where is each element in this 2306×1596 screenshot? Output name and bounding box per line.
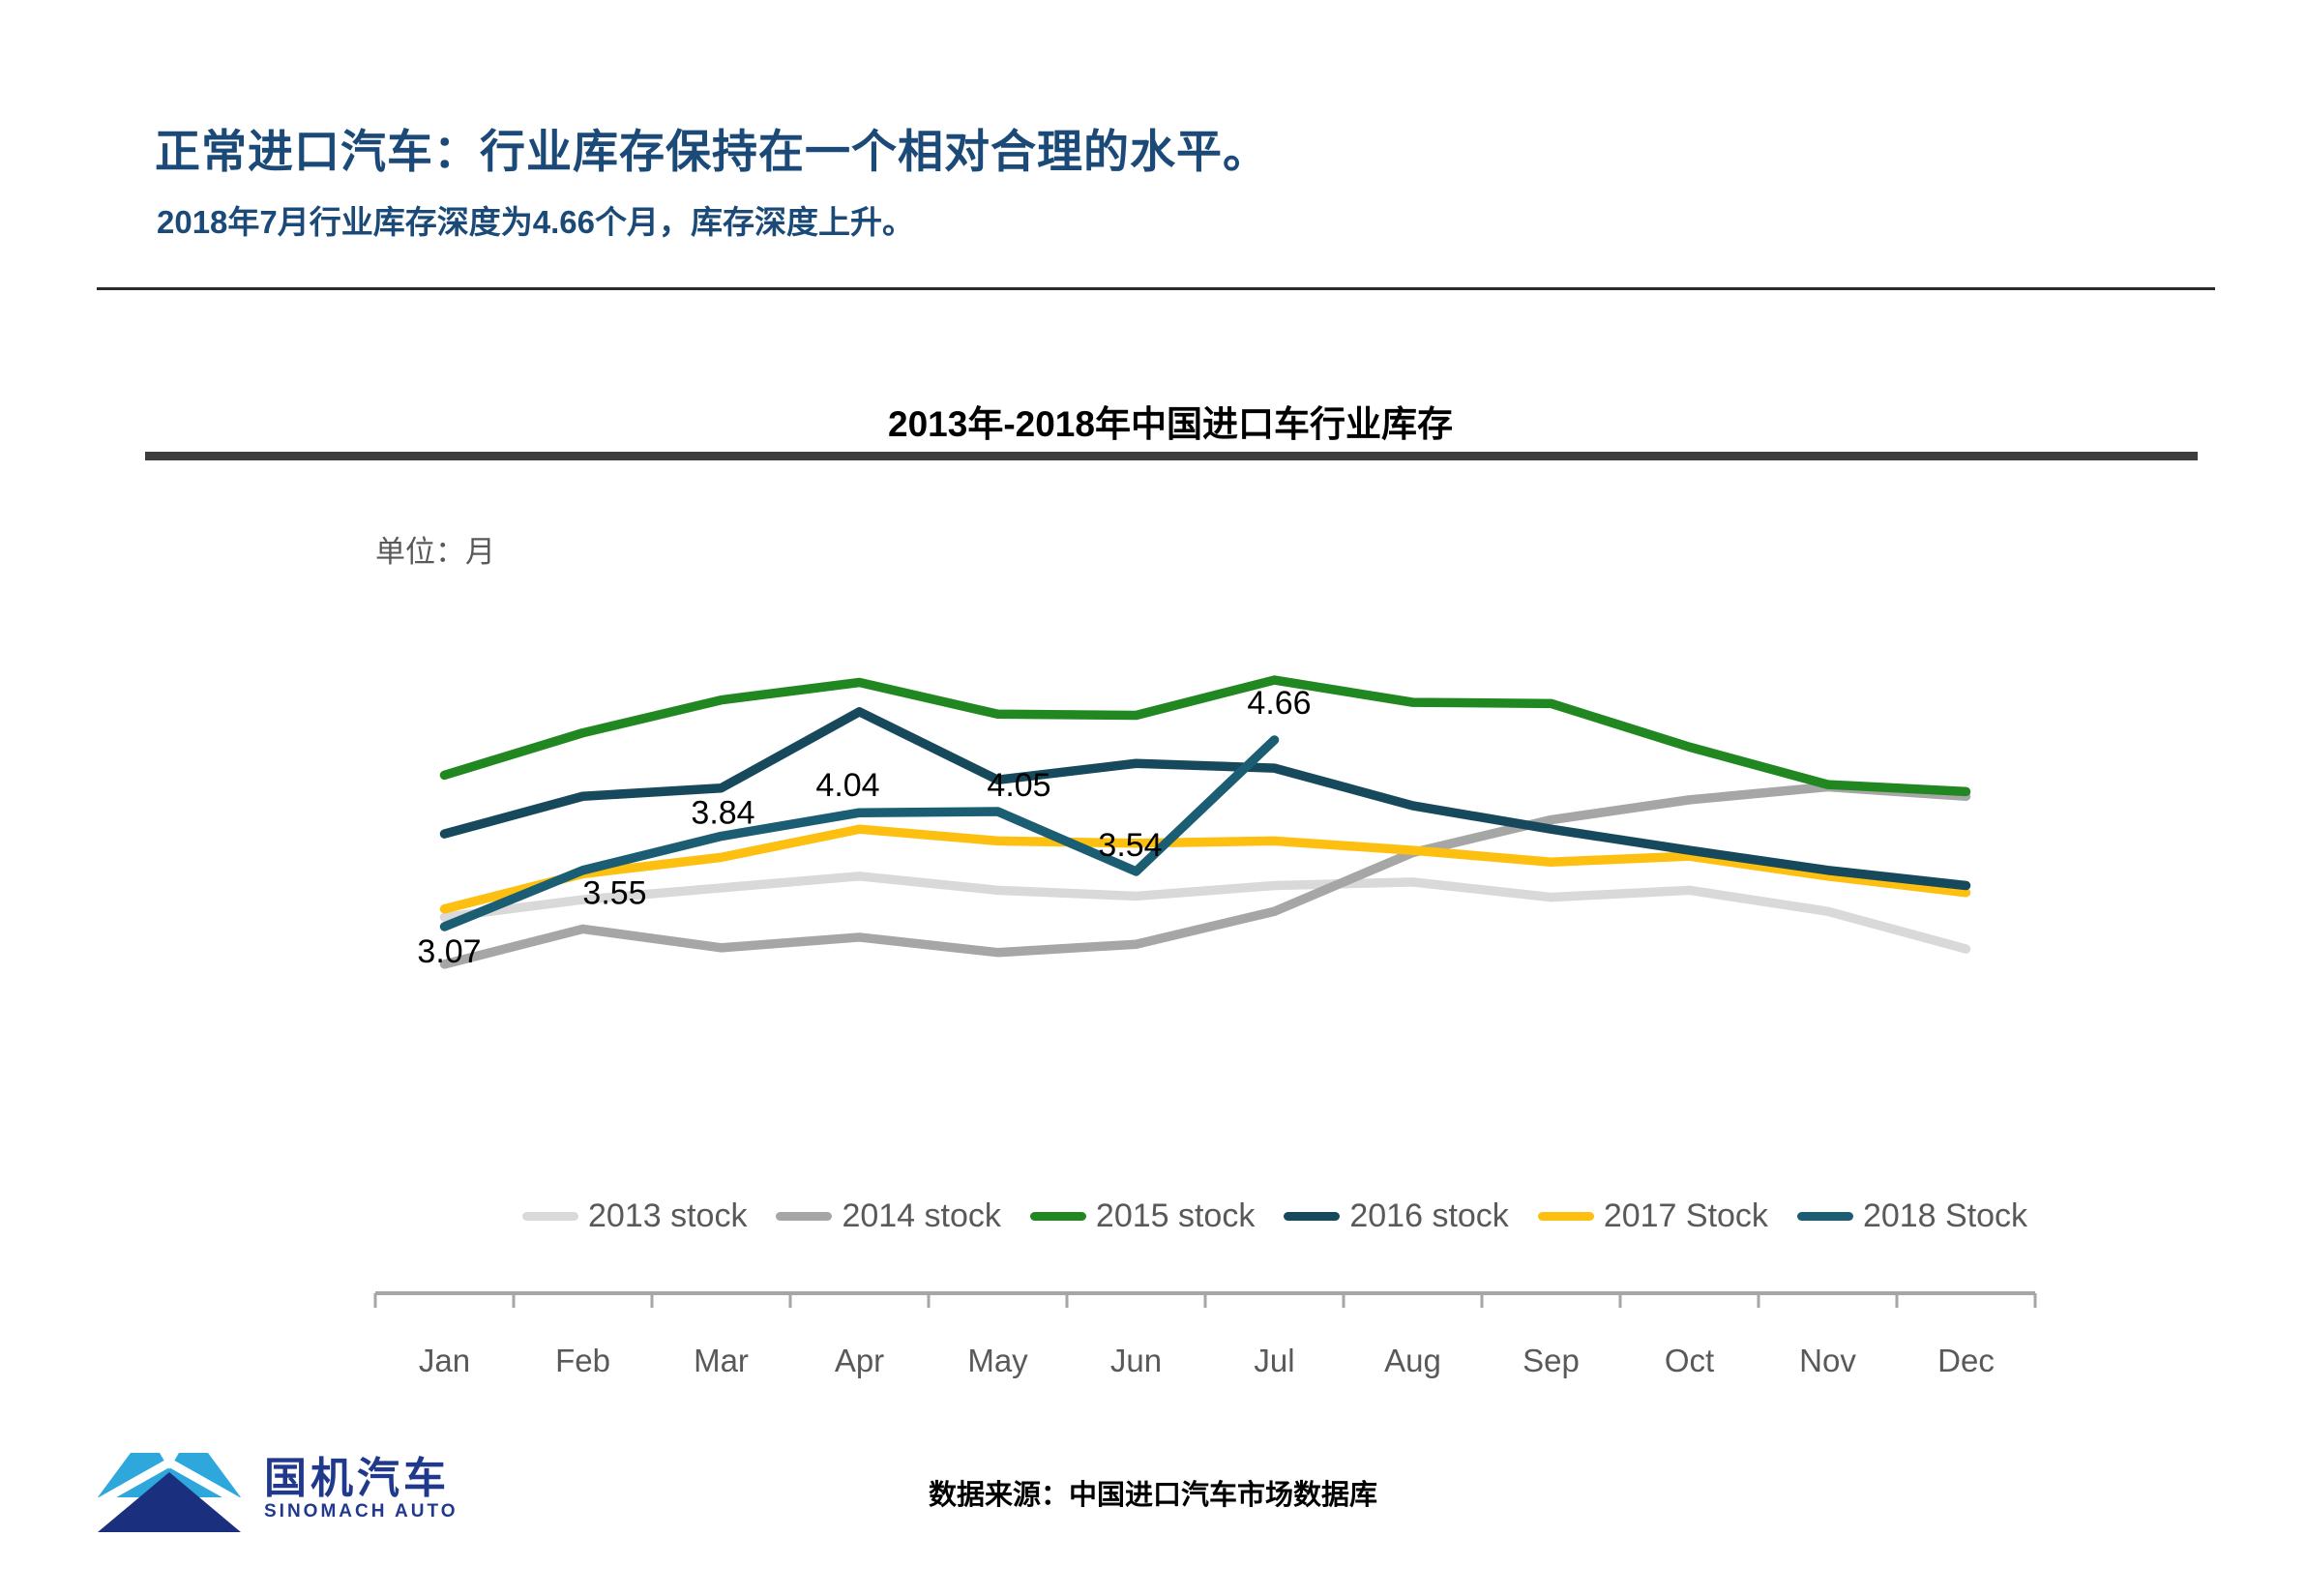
legend-swatch-icon bbox=[1029, 1212, 1086, 1221]
x-tick-label-may: May bbox=[967, 1343, 1028, 1378]
x-tick-label-apr: Apr bbox=[835, 1343, 884, 1378]
legend-item-2018-stock: 2018 Stock bbox=[1796, 1197, 2028, 1235]
legend-item-2015-stock: 2015 stock bbox=[1029, 1197, 1256, 1235]
series-line-2015-stock bbox=[439, 675, 1971, 797]
legend-label: 2016 stock bbox=[1349, 1197, 1509, 1234]
x-tick-label-jul: Jul bbox=[1254, 1343, 1294, 1378]
data-label-3.55: 3.55 bbox=[582, 875, 646, 912]
series-line-2014-stock bbox=[439, 782, 1971, 969]
legend-label: 2018 Stock bbox=[1862, 1197, 2028, 1234]
x-tick-label-jun: Jun bbox=[1110, 1343, 1162, 1378]
legend-swatch-icon bbox=[1796, 1212, 1853, 1221]
unit-label: 单位：月 bbox=[375, 535, 495, 569]
x-tick-label-jan: Jan bbox=[419, 1343, 470, 1378]
legend-swatch-icon bbox=[1537, 1212, 1594, 1221]
legend-swatch-icon bbox=[776, 1212, 833, 1221]
data-label-4.04: 4.04 bbox=[815, 767, 879, 804]
page-subtitle: 2018年7月行业库存深度为4.66个月，库存深度上升。 bbox=[157, 204, 914, 240]
series-line-2013-stock bbox=[439, 872, 1971, 954]
series-line-2016-stock bbox=[439, 707, 1971, 891]
x-tick-label-feb: Feb bbox=[555, 1343, 610, 1378]
legend-item-2014-stock: 2014 stock bbox=[776, 1197, 1001, 1235]
legend-swatch-icon bbox=[1284, 1212, 1341, 1221]
legend-swatch-icon bbox=[522, 1212, 578, 1221]
x-tick-label-aug: Aug bbox=[1384, 1343, 1441, 1378]
x-tick-label-sep: Sep bbox=[1523, 1343, 1580, 1378]
legend-item-2017-stock: 2017 Stock bbox=[1537, 1197, 1768, 1235]
header-divider bbox=[97, 287, 2215, 290]
logo-text: 国机汽车 SINOMACH AUTO bbox=[264, 1454, 458, 1522]
data-label-4.05: 4.05 bbox=[987, 767, 1050, 804]
x-tick-label-oct: Oct bbox=[1665, 1343, 1714, 1378]
legend-item-2016-stock: 2016 stock bbox=[1284, 1197, 1509, 1235]
data-label-3.07: 3.07 bbox=[417, 933, 481, 970]
chart-title-divider bbox=[145, 452, 2198, 460]
legend-label: 2013 stock bbox=[588, 1197, 748, 1234]
logo-text-cn: 国机汽车 bbox=[264, 1454, 450, 1502]
company-logo: 国机汽车 SINOMACH AUTO bbox=[92, 1443, 458, 1536]
legend-label: 2017 Stock bbox=[1603, 1197, 1768, 1234]
data-source-text: 数据来源：中国进口汽车市场数据库 bbox=[928, 1480, 1377, 1511]
legend-label: 2015 stock bbox=[1095, 1197, 1256, 1234]
chart-title: 2013年-2018年中国进口车行业库存 bbox=[888, 404, 1453, 444]
page-title: 正常进口汽车：行业库存保持在一个相对合理的水平。 bbox=[155, 126, 1269, 177]
data-label-4.66: 4.66 bbox=[1247, 685, 1311, 722]
data-label-3.84: 3.84 bbox=[691, 795, 754, 832]
x-tick-label-mar: Mar bbox=[694, 1343, 749, 1378]
chart-legend: 2013 stock 2014 stock 2015 stock 2016 stock… bbox=[522, 1197, 2109, 1235]
series-line-2018-stock bbox=[439, 735, 1280, 931]
x-tick-label-nov: Nov bbox=[1799, 1343, 1856, 1378]
data-label-3.54: 3.54 bbox=[1098, 827, 1162, 864]
x-tick-label-dec: Dec bbox=[1937, 1343, 1995, 1378]
source-wrap: 数据来源：中国进口汽车市场数据库 bbox=[97, 1472, 2209, 1513]
chart-title-wrap: 2013年-2018年中国进口车行业库存 bbox=[145, 395, 2196, 447]
legend-label: 2014 stock bbox=[842, 1197, 1001, 1234]
logo-text-en: SINOMACH AUTO bbox=[264, 1501, 458, 1522]
mountain-logo-icon bbox=[92, 1453, 247, 1532]
series-line-2017-stock bbox=[439, 824, 1971, 914]
legend-item-2013-stock: 2013 stock bbox=[522, 1197, 747, 1235]
